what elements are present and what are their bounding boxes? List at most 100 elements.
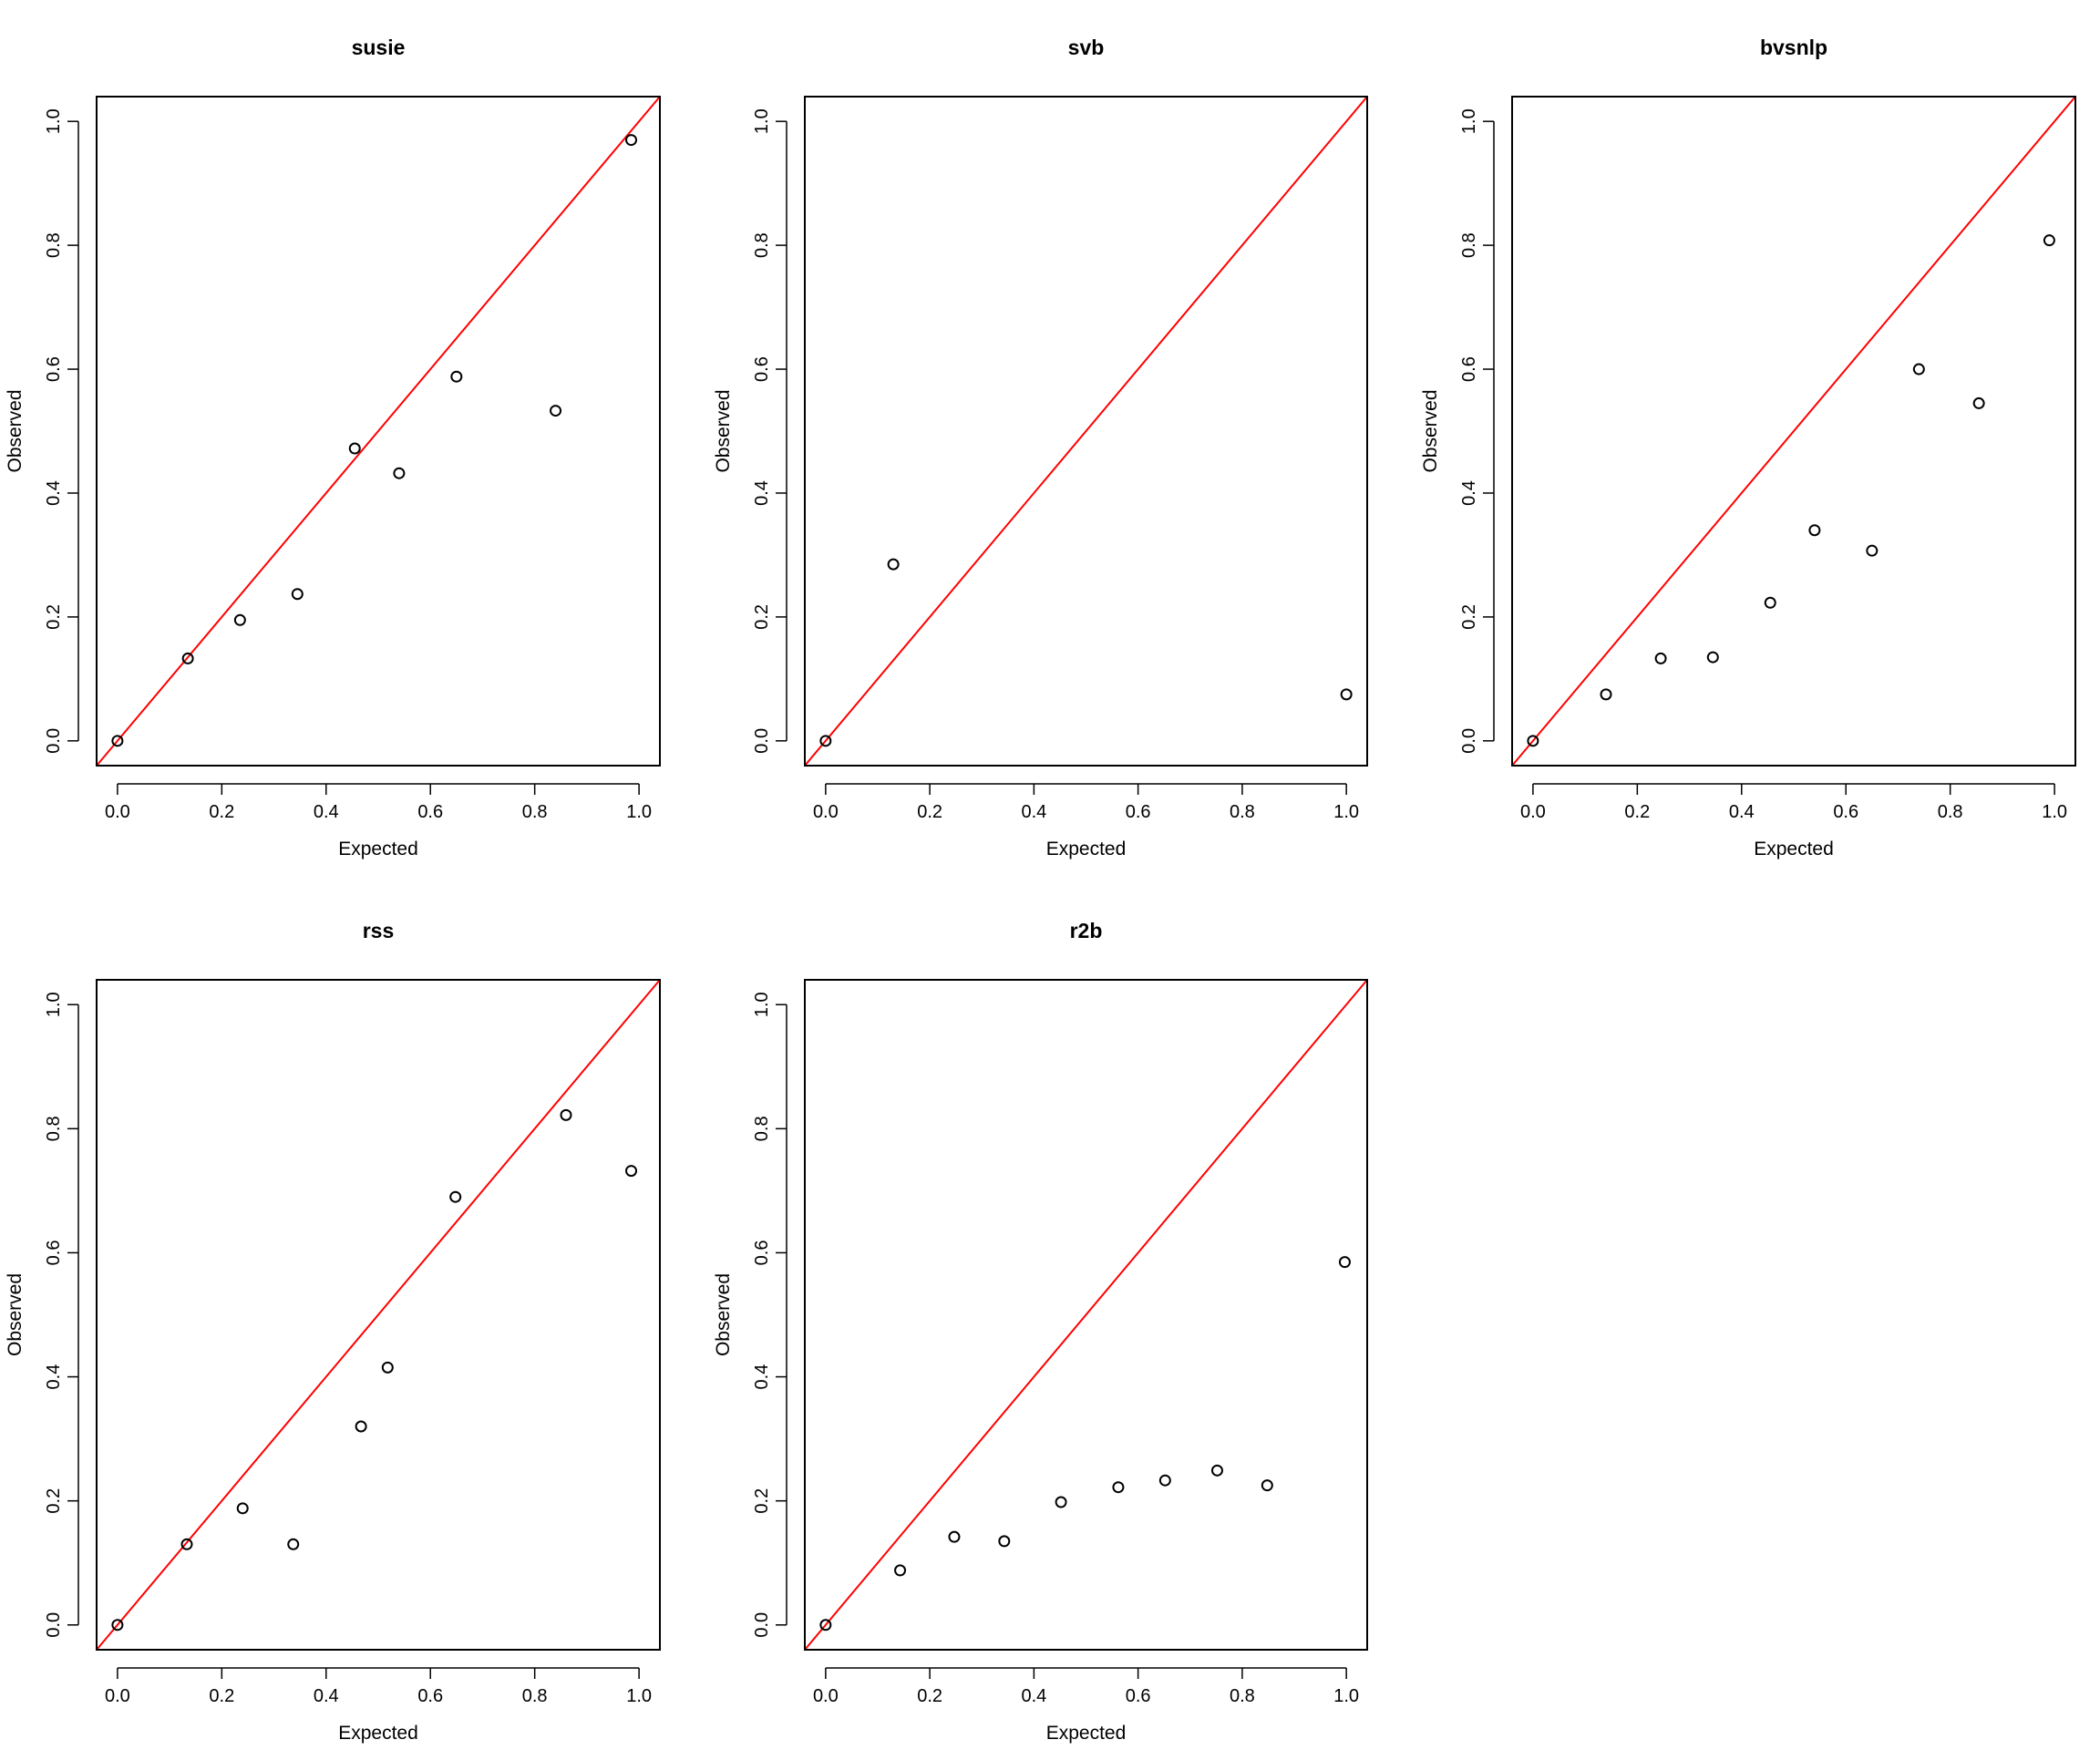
y-axis-label: Observed — [713, 389, 734, 472]
x-tick-label: 0.6 — [1833, 802, 1858, 822]
y-tick-label: 0.6 — [44, 1240, 64, 1266]
y-tick-label: 0.2 — [752, 1488, 772, 1514]
data-point — [560, 1108, 572, 1121]
chart-title: bvsnlp — [1760, 36, 1827, 59]
data-point — [1866, 544, 1879, 557]
x-tick-label: 0.8 — [1938, 802, 1963, 822]
data-point — [948, 1530, 961, 1543]
data-point — [393, 467, 406, 479]
x-tick-label: 0.0 — [1520, 802, 1546, 822]
y-tick-label: 1.0 — [44, 108, 64, 134]
x-tick-label: 0.0 — [813, 802, 839, 822]
data-point — [1706, 651, 1719, 664]
y-tick-label: 0.8 — [44, 1116, 64, 1141]
chart-panel-svb: svb 0.0 0.2 0.4 0.6 0.8 1.0 Expected 0.0 0.2 0.4 0.… — [713, 36, 1368, 860]
x-tick-label: 1.0 — [1333, 1686, 1359, 1706]
data-point — [819, 735, 832, 747]
plot-frame — [1511, 96, 2076, 767]
data-point — [625, 1165, 638, 1178]
x-tick-label: 0.4 — [1729, 802, 1755, 822]
y-axis-label: Observed — [713, 1273, 734, 1356]
x-tick-label: 1.0 — [1333, 802, 1359, 822]
x-tick-label: 0.2 — [917, 802, 942, 822]
data-point — [355, 1420, 367, 1433]
data-point — [550, 405, 562, 417]
x-tick-label: 0.6 — [1126, 802, 1151, 822]
y-tick-label: 0.6 — [1459, 356, 1479, 382]
data-point — [180, 1538, 193, 1550]
x-tick-label: 0.4 — [314, 802, 339, 822]
chart-panel-susie: susie 0.0 0.2 0.4 0.6 0.8 1.0 Expected 0.0 0.2 0.4… — [5, 36, 661, 860]
x-tick-label: 1.0 — [2042, 802, 2067, 822]
data-point — [894, 1564, 907, 1577]
data-point — [111, 1619, 124, 1632]
data-point — [1764, 596, 1776, 609]
data-point — [1210, 1464, 1223, 1477]
y-tick-label: 0.0 — [752, 1612, 772, 1638]
x-tick-label: 0.8 — [1230, 802, 1255, 822]
plot-frame — [804, 96, 1368, 767]
data-point — [1808, 524, 1821, 537]
reference-line — [1512, 97, 2075, 766]
data-point — [2043, 234, 2055, 247]
data-point — [1338, 1256, 1351, 1269]
x-tick-label: 0.8 — [522, 802, 548, 822]
y-tick-label: 0.2 — [44, 1488, 64, 1514]
data-point — [1972, 396, 1985, 409]
y-tick-label: 0.0 — [44, 1612, 64, 1638]
y-tick-label: 0.4 — [752, 1364, 772, 1390]
x-tick-label: 0.8 — [522, 1686, 548, 1706]
data-point — [381, 1361, 394, 1374]
plot-frame — [96, 979, 661, 1651]
data-point — [625, 134, 638, 147]
data-point — [449, 1190, 462, 1203]
reference-line — [805, 980, 1367, 1650]
data-point — [287, 1538, 300, 1550]
x-axis-label: Expected — [1046, 1723, 1127, 1744]
x-tick-label: 0.4 — [1021, 802, 1046, 822]
y-tick-label: 0.4 — [44, 1364, 64, 1390]
data-point — [181, 652, 194, 664]
y-tick-label: 1.0 — [1459, 108, 1479, 134]
y-tick-label: 0.6 — [752, 1240, 772, 1266]
x-axis-label: Expected — [1046, 839, 1127, 860]
x-tick-label: 0.2 — [209, 1686, 234, 1706]
data-point — [1261, 1479, 1273, 1492]
x-tick-label: 0.6 — [417, 1686, 443, 1706]
y-tick-label: 0.8 — [752, 232, 772, 258]
x-tick-label: 0.6 — [417, 802, 443, 822]
data-point — [233, 613, 246, 626]
y-tick-label: 1.0 — [752, 992, 772, 1017]
data-point — [1654, 652, 1667, 664]
data-point — [1340, 688, 1353, 701]
chart-title: r2b — [1070, 919, 1103, 942]
data-point — [111, 735, 124, 747]
reference-line — [805, 97, 1367, 766]
y-tick-label: 0.4 — [1459, 480, 1479, 506]
data-point — [291, 588, 304, 601]
data-point — [348, 442, 361, 455]
data-point — [1600, 688, 1612, 701]
chart-panel-bvsnlp: bvsnlp 0.0 0.2 0.4 0.6 0.8 1.0 Expected 0.0 0.2 0.… — [1420, 36, 2076, 860]
y-tick-label: 0.8 — [1459, 232, 1479, 258]
x-tick-label: 0.0 — [105, 802, 130, 822]
data-point — [236, 1502, 249, 1515]
data-point — [1912, 363, 1925, 376]
x-tick-label: 0.8 — [1230, 1686, 1255, 1706]
data-point — [1055, 1496, 1067, 1508]
y-axis-label: Observed — [5, 389, 26, 472]
plot-frame — [96, 96, 661, 767]
reference-line — [97, 980, 660, 1650]
y-tick-label: 0.2 — [752, 604, 772, 630]
y-tick-label: 0.8 — [752, 1116, 772, 1141]
y-tick-label: 0.6 — [752, 356, 772, 382]
reference-line — [97, 97, 660, 766]
y-tick-label: 1.0 — [44, 992, 64, 1017]
y-tick-label: 0.2 — [44, 604, 64, 630]
plot-frame — [804, 979, 1368, 1651]
y-tick-label: 0.8 — [44, 232, 64, 258]
chart-panel-r2b: r2b 0.0 0.2 0.4 0.6 0.8 1.0 Expected 0.0 0.2 0.4 0.… — [713, 919, 1368, 1744]
y-axis-label: Observed — [5, 1273, 26, 1356]
data-point — [998, 1535, 1011, 1548]
